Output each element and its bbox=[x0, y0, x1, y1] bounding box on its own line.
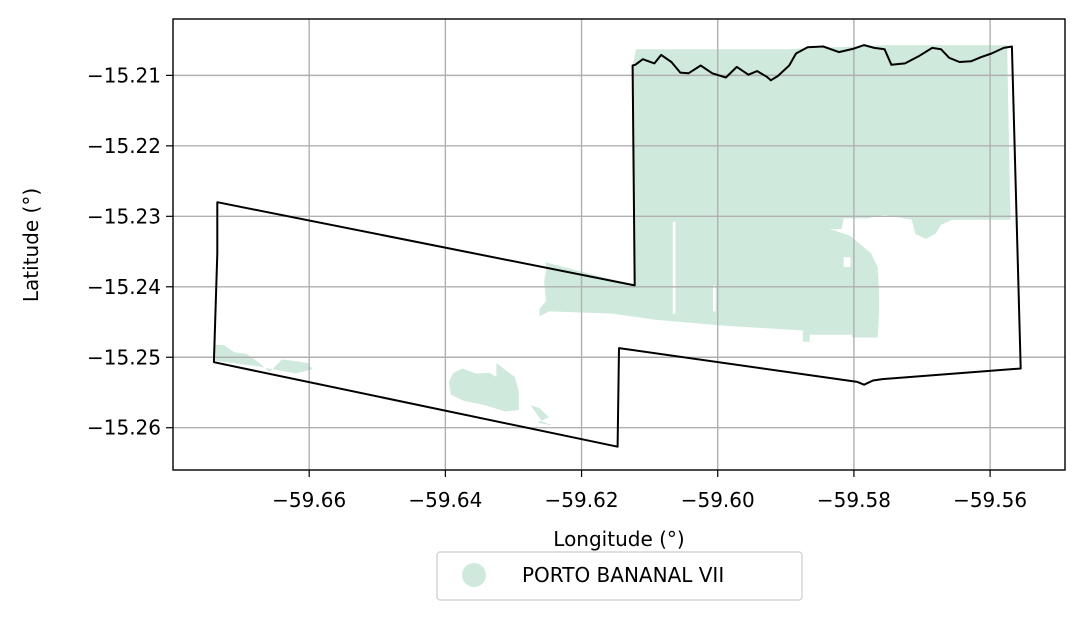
y-tick-label-4: −15.24 bbox=[87, 275, 161, 299]
property-boundary-layer bbox=[212, 44, 1022, 448]
y-axis-ticks: −15.21 −15.22 −15.23 −15.24 −15.25 −15.26 bbox=[87, 63, 173, 440]
y-tick-label-3: −15.23 bbox=[87, 204, 161, 228]
y-tick-label-1: −15.21 bbox=[87, 63, 161, 87]
land-cover-gap-1 bbox=[672, 222, 676, 314]
x-tick-label-6: −59.56 bbox=[953, 488, 1027, 512]
legend-marker-porto-bananal-vii bbox=[462, 563, 486, 587]
property-boundary bbox=[212, 44, 1022, 448]
land-cover-gap-3 bbox=[843, 257, 851, 267]
y-axis-label: Latitude (°) bbox=[19, 188, 43, 302]
x-tick-label-5: −59.58 bbox=[817, 488, 891, 512]
x-tick-label-4: −59.60 bbox=[681, 488, 755, 512]
land-cover-fill-layer bbox=[215, 45, 1011, 426]
legend-label-porto-bananal-vii: PORTO BANANAL VII bbox=[522, 563, 724, 587]
legend-box bbox=[436, 551, 803, 601]
land-cover-region-2 bbox=[215, 344, 313, 374]
y-tick-label-5: −15.25 bbox=[87, 345, 161, 369]
land-cover-region-1 bbox=[539, 45, 1011, 342]
land-cover-region-3 bbox=[448, 362, 519, 412]
x-axis-ticks: −59.66 −59.64 −59.62 −59.60 −59.58 −59.56 bbox=[272, 470, 1027, 512]
x-tick-label-1: −59.66 bbox=[272, 488, 346, 512]
land-cover-region-4 bbox=[530, 405, 553, 426]
x-tick-label-2: −59.64 bbox=[408, 488, 482, 512]
land-cover-gap-2 bbox=[713, 285, 716, 312]
legend: PORTO BANANAL VII bbox=[436, 551, 803, 601]
y-tick-label-6: −15.26 bbox=[87, 416, 161, 440]
plot-frame bbox=[172, 18, 1066, 471]
y-tick-label-2: −15.22 bbox=[87, 134, 161, 158]
x-axis-label: Longitude (°) bbox=[553, 527, 684, 551]
grid-lines bbox=[173, 19, 1065, 470]
x-tick-label-3: −59.62 bbox=[545, 488, 619, 512]
